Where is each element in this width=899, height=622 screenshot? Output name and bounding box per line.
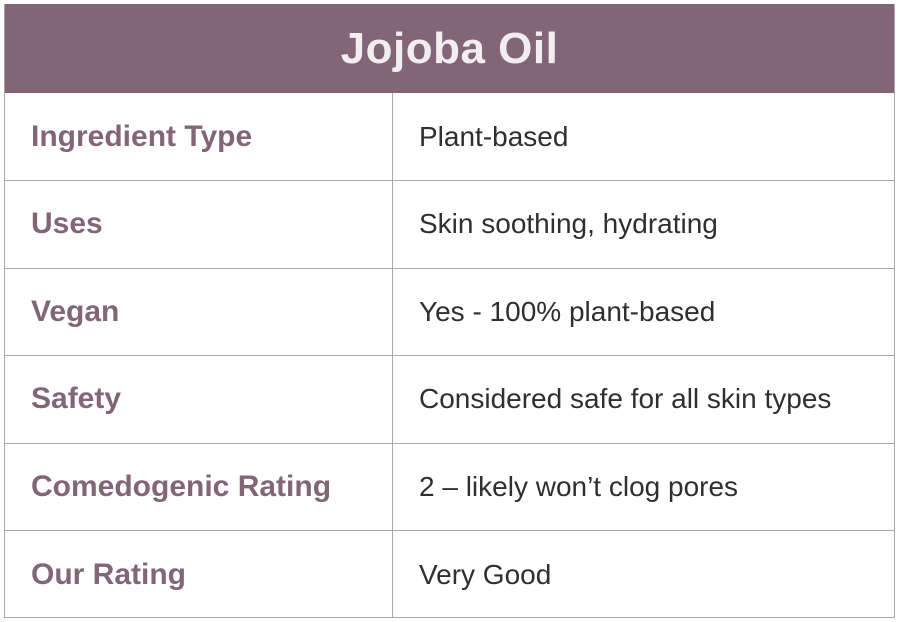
- row-label: Ingredient Type: [5, 93, 393, 181]
- row-value: Plant-based: [419, 120, 569, 152]
- row-label: Uses: [5, 180, 393, 268]
- row-value: 2 – likely won’t clog pores: [392, 442, 894, 531]
- row-label: Our Rating: [5, 530, 393, 618]
- row-value: Very Good: [392, 530, 894, 618]
- card-header: Jojoba Oil: [5, 4, 894, 93]
- ingredient-table: Ingredient Type Plant-based Uses Skin so…: [5, 93, 894, 618]
- card-title: Jojoba Oil: [340, 23, 559, 73]
- row-value: Yes - 100% plant-based: [392, 267, 894, 356]
- row-label: Comedogenic Rating: [5, 442, 393, 531]
- ingredient-card: Jojoba Oil Ingredient Type Plant-based U…: [4, 4, 895, 618]
- table-row: Vegan Yes - 100% plant-based: [5, 267, 894, 356]
- row-label: Safety: [5, 355, 393, 443]
- row-value: Skin soothing, hydrating: [392, 180, 894, 268]
- table-row: Comedogenic Rating 2 – likely won’t clog…: [5, 442, 894, 531]
- table-row: Safety Considered safe for all skin type…: [5, 355, 894, 443]
- table-row: Ingredient Type Plant-based: [5, 93, 894, 181]
- row-label: Vegan: [5, 267, 393, 356]
- row-value: Considered safe for all skin types: [392, 355, 894, 443]
- table-row: Our Rating Very Good: [5, 530, 894, 618]
- table-row: Uses Skin soothing, hydrating: [5, 180, 894, 268]
